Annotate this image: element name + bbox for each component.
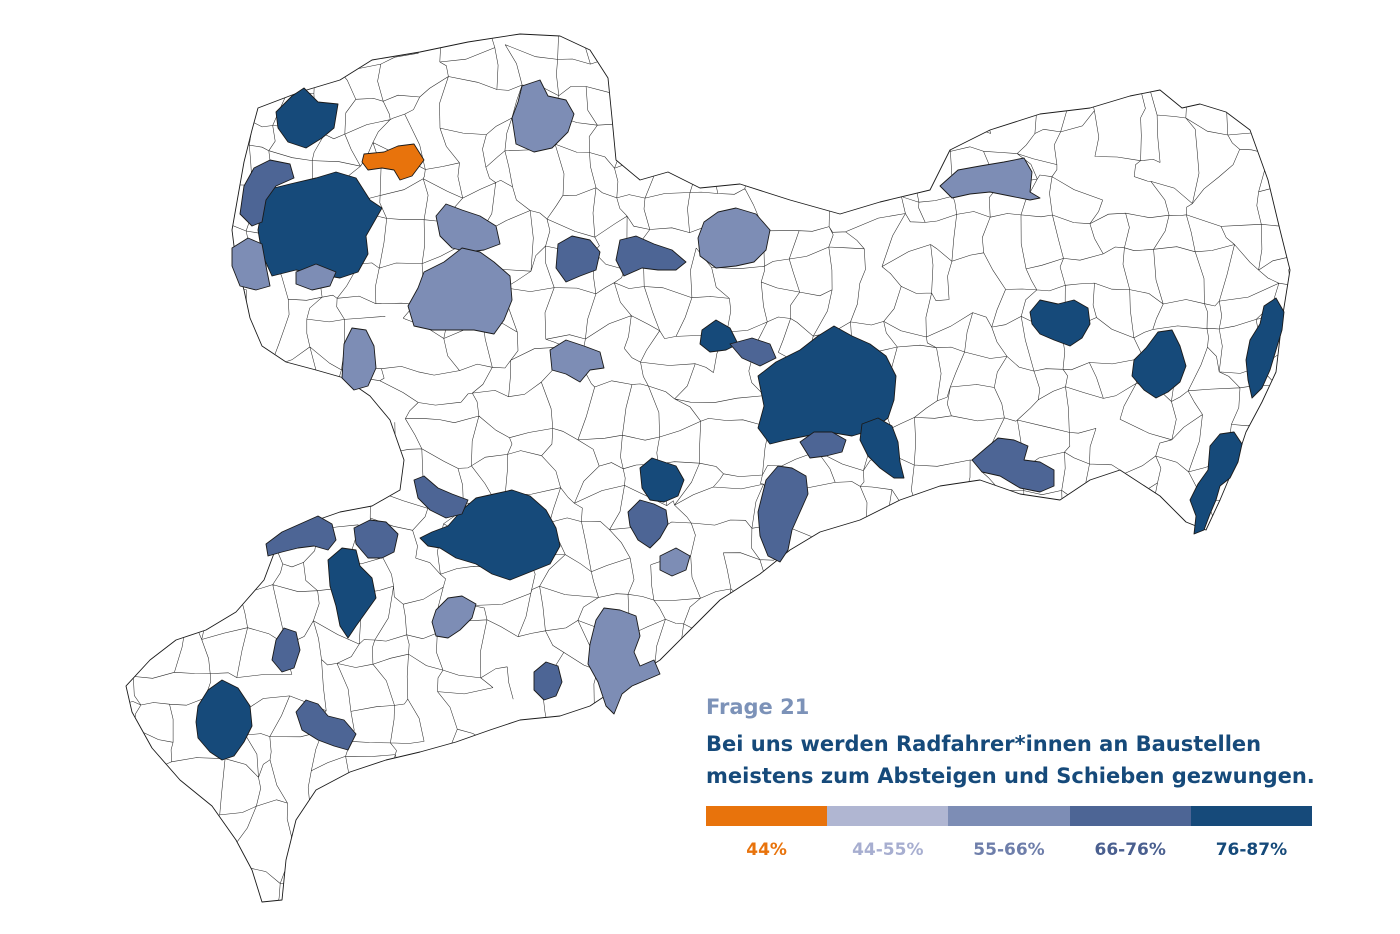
region-oschatz [555, 235, 601, 283]
region-plauen [195, 679, 253, 761]
region-loebau [1131, 329, 1187, 399]
region-nordsachsen-b [511, 79, 575, 153]
region-zittau [1189, 431, 1243, 535]
region-annaberg [587, 607, 661, 715]
region-dresden [757, 325, 897, 445]
scale-label-class-5: 76-87% [1215, 840, 1288, 860]
region-delitzsch-nord [361, 143, 425, 181]
region-nordsachsen-a [275, 87, 339, 149]
region-grimma [407, 247, 513, 335]
region-riesa [615, 235, 687, 277]
question-text: Bei uns werden Radfahrer*innen an Bauste… [706, 728, 1356, 792]
question-line-2: meistens zum Absteigen und Schieben gezw… [706, 764, 1315, 788]
region-brand-erbisdorf [627, 499, 669, 549]
region-leipzig-west [239, 159, 295, 227]
question-line-1: Bei uns werden Radfahrer*innen an Bauste… [706, 732, 1262, 756]
scale-bar-class-5 [1190, 806, 1313, 826]
region-glauchau [353, 519, 399, 559]
scale-label-class-3: 55-66% [973, 840, 1045, 860]
scale-bar-class-4 [1069, 806, 1191, 826]
region-pirna [859, 417, 905, 479]
region-doebeln [549, 339, 605, 383]
region-meerane [265, 515, 337, 557]
region-olbernhau [533, 661, 563, 701]
saxony-outline [125, 33, 1291, 903]
scale-bar-class-1 [706, 806, 828, 826]
region-marienberg [431, 595, 477, 639]
region-zschopau [659, 547, 691, 577]
scale-labels: 44% 44-55% 55-66% 66-76% 76-87% [706, 840, 1312, 860]
region-wurzen [435, 203, 501, 253]
region-leipzig-sued [295, 263, 337, 291]
color-scale [706, 806, 1313, 826]
scale-label-class-2: 44-55% [852, 840, 924, 860]
region-borna [341, 327, 377, 391]
region-grossenhain [697, 207, 771, 269]
region-radebeul [729, 337, 777, 367]
region-sebnitz [971, 437, 1055, 493]
legend: Frage 21 Bei uns werden Radfahrer*innen … [706, 694, 1346, 860]
region-zwickau [327, 547, 377, 639]
region-goerlitz [1245, 297, 1285, 399]
region-chemnitz [419, 489, 561, 581]
scale-bar-class-3 [948, 806, 1070, 826]
scale-label-class-1: 44% [746, 840, 787, 860]
region-freiberg [639, 457, 685, 503]
region-bautzen [1029, 299, 1091, 347]
region-leipzig-suedwest [231, 237, 271, 291]
region-werdau [271, 627, 301, 673]
scale-label-class-4: 66-76% [1094, 840, 1166, 860]
region-chemnitz-nord [413, 475, 469, 519]
region-dippoldiswalde [757, 465, 809, 563]
highlighted-municipalities [195, 79, 1285, 761]
region-auerbach [295, 699, 357, 751]
scale-bar-class-2 [827, 806, 949, 826]
state-outline [125, 33, 1291, 903]
region-hoyerswerda [939, 157, 1041, 201]
question-number: Frage 21 [706, 695, 810, 719]
region-heidenau [799, 431, 847, 459]
